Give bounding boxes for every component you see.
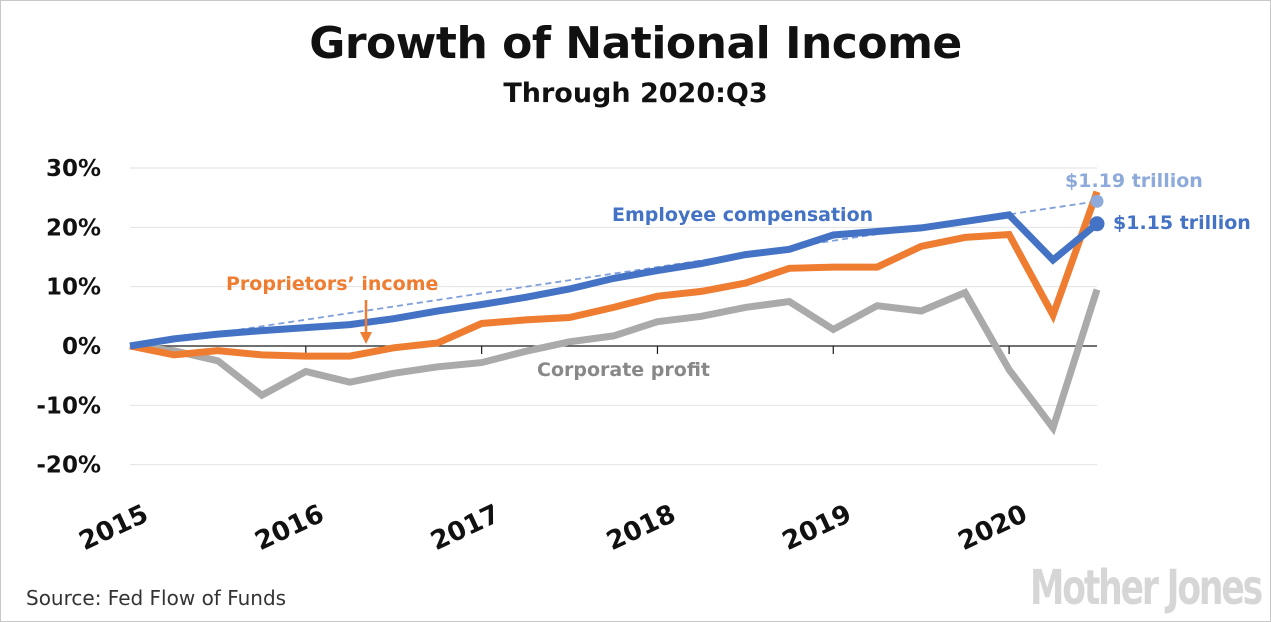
- y-tick-label: 10%: [46, 275, 101, 301]
- series-line-corporate-profit: [129, 288, 1101, 436]
- chart-title: Growth of National Income: [309, 18, 962, 69]
- endpoint-markers: [1089, 194, 1105, 232]
- series-label-corporate-profit: Corporate profit: [537, 359, 710, 381]
- marker-1-15-trillion: [1089, 216, 1105, 232]
- x-tick-label: 2015: [75, 499, 153, 557]
- x-tick-label: 2020: [954, 499, 1032, 557]
- y-tick-label: -20%: [36, 453, 101, 479]
- x-tick-label: 2017: [426, 499, 504, 557]
- annotation-1-19-trillion: $1.19 trillion: [1065, 170, 1203, 192]
- x-tick-label: 2018: [602, 499, 680, 557]
- chart-subtitle: Through 2020:Q3: [503, 78, 768, 109]
- annotation-1-15-trillion: $1.15 trillion: [1113, 212, 1251, 234]
- series-line-proprietors-income: [129, 190, 1101, 360]
- x-tick-label: 2019: [778, 499, 856, 557]
- series-labels: Employee compensation Proprietors’ incom…: [226, 170, 1251, 381]
- mother-jones-logo: Mother Jones: [1030, 560, 1263, 616]
- proprietors-arrow: [360, 300, 372, 344]
- x-tick-label: 2016: [251, 499, 329, 557]
- source-note: Source: Fed Flow of Funds: [26, 586, 287, 610]
- series-line-employee-compensation: [129, 211, 1100, 350]
- series-label-proprietors-income: Proprietors’ income: [226, 273, 438, 295]
- series-label-employee-compensation: Employee compensation: [612, 204, 873, 226]
- x-axis-ticks: 2015 2016 2017 2018 2019 2020: [75, 499, 1032, 557]
- y-tick-label: -10%: [36, 393, 101, 419]
- y-tick-label: 0%: [62, 334, 101, 360]
- series-lines: [129, 190, 1101, 436]
- y-axis-ticks: 30% 20% 10% 0% -10% -20%: [36, 156, 101, 479]
- y-tick-label: 20%: [46, 215, 101, 241]
- marker-1-19-trillion: [1090, 194, 1104, 208]
- gridlines: [130, 167, 1097, 466]
- y-tick-label: 30%: [46, 156, 101, 182]
